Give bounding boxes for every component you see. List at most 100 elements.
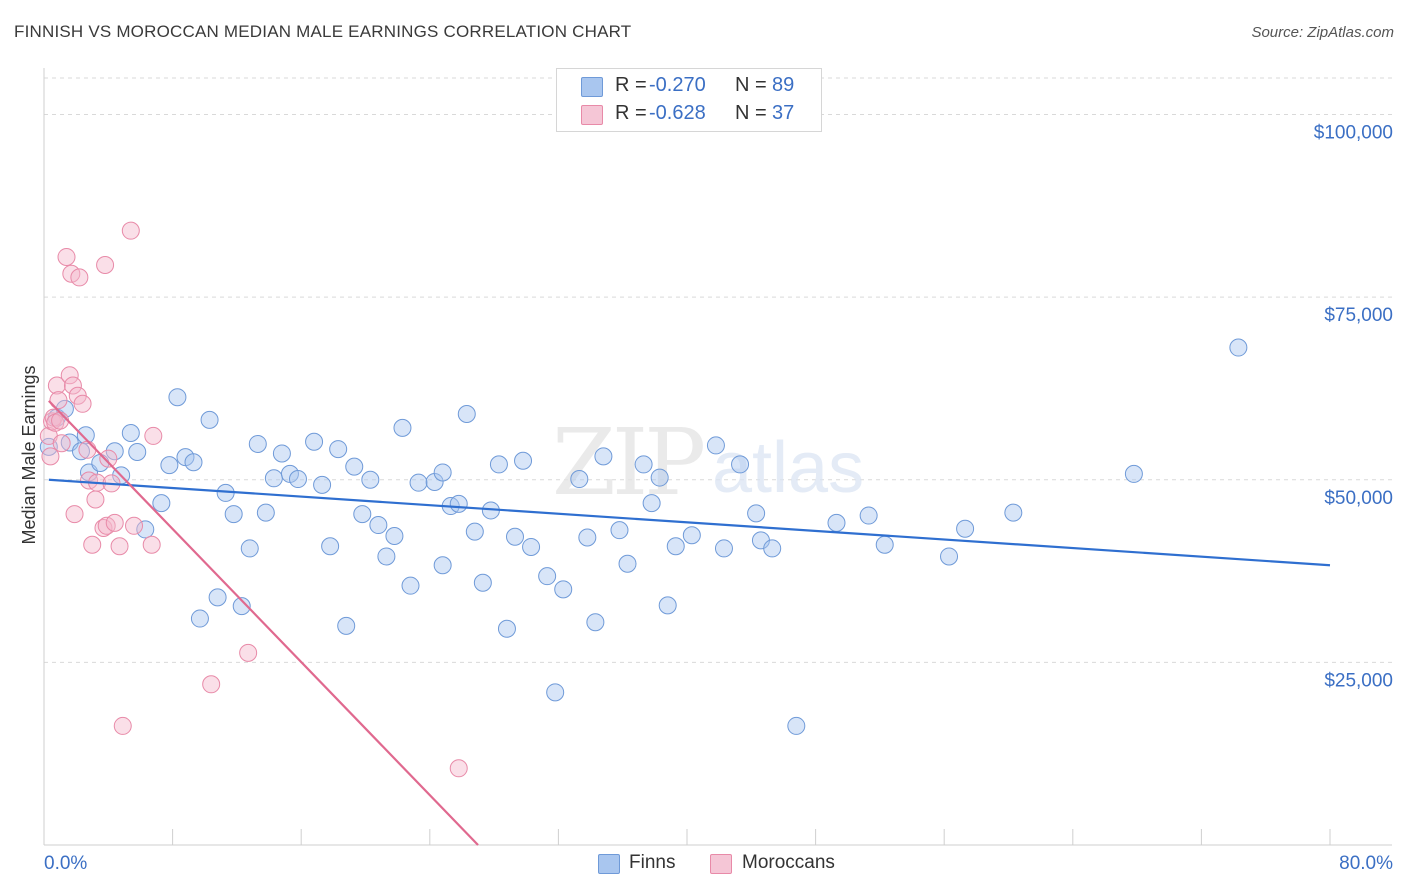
moroccans-swatch [581,105,603,125]
finns-point [1124,464,1143,483]
finns-point [433,556,452,575]
finns-point [449,494,468,513]
stats-row-finns: R = -0.270 N = 89 [557,71,821,101]
finns-point [940,547,959,566]
moroccans-point [121,221,140,240]
finns-point [377,547,396,566]
finns-point [642,494,661,513]
finns-point [385,527,404,546]
moroccans-point [63,376,82,395]
moroccans-point [65,505,84,524]
moroccans-point [110,537,129,556]
finns-point [610,521,629,540]
finns-point [514,451,533,470]
finns-point [361,470,380,489]
moroccans-point [144,426,163,445]
y-axis-label: Median Male Earnings [19,365,39,544]
finns-point [433,463,452,482]
finns-n-label: N = [735,74,767,96]
moroccans-point [86,490,105,509]
watermark-atlas: atlas [712,428,864,508]
chart-title: FINNISH VS MOROCCAN MEDIAN MALE EARNINGS… [14,22,632,41]
finns-point [457,405,476,424]
finns-point [658,596,677,615]
moroccans-point [99,449,118,468]
watermark: ZIP atlas [552,409,864,516]
finns-point [256,503,275,522]
finns-point [160,456,179,475]
finns-point [329,440,348,459]
finns-point [345,457,364,476]
moroccans-point [113,716,132,735]
finns-point [489,455,508,474]
stats-row-moroccans: R = -0.628 N = 37 [557,99,821,129]
finns-point [128,443,147,462]
moroccans-point [239,643,258,662]
finns-point [248,434,267,453]
finns-point [859,506,878,525]
finns-point [240,539,259,558]
moroccans-point [57,247,76,266]
finns-point [682,526,701,545]
finns-point [313,475,332,494]
moroccans-point [51,411,70,430]
moroccans-point [47,376,66,395]
y-tick-label: $75,000 [1324,305,1393,326]
moroccans-trend-line [48,400,479,846]
y-tick-labels: $25,000 $50,000 $75,000 $100,000 [1314,123,1393,692]
moroccans-point [60,366,79,385]
moroccans-point [49,391,68,410]
finns-point [578,528,597,547]
finns-point [538,567,557,586]
legend-finns-label: Finns [629,852,676,873]
finns-point [666,537,685,556]
axes [43,68,1392,846]
x-tick-labels: 0.0% 80.0% [44,853,1393,874]
moroccans-point [96,256,115,275]
finns-point [554,580,573,599]
moroccans-point [78,440,97,459]
finns-point [152,494,171,513]
finns-points [39,338,1248,735]
moroccans-point [202,675,221,694]
finns-point [105,442,124,461]
finns-point [1004,503,1023,522]
finns-point [353,505,372,524]
moroccans-point [70,268,89,287]
stats-legend: R = -0.270 N = 89 R = -0.628 N = 37 [556,68,822,132]
watermark-zip: ZIP [552,409,703,516]
finns-point [305,432,324,451]
finns-point [337,616,356,635]
finns-point [264,469,283,488]
finns-point [190,609,209,628]
finns-point [763,539,782,558]
finns-r-label: R = [615,74,647,96]
finns-point [136,520,155,539]
finns-point [76,426,95,445]
finns-point [224,505,243,524]
finns-point [168,388,187,407]
finns-point [634,455,653,474]
finns-point [1229,338,1248,357]
finns-point [288,470,307,489]
legend-moroccans-label: Moroccans [742,852,835,873]
moroccans-r-label: R = [615,102,647,124]
finns-point [546,683,565,702]
moroccans-point [94,518,113,537]
moroccans-r-value: -0.628 [649,102,706,124]
moroccans-point [46,413,65,432]
moroccans-point [125,516,144,535]
source-credit: Source: ZipAtlas.com [1251,24,1394,41]
finns-point [618,554,637,573]
legend-finns-swatch [598,854,620,874]
finns-point [731,455,750,474]
y-tick-label: $50,000 [1324,488,1393,509]
finns-point [875,535,894,554]
finns-point [522,537,541,556]
finns-trend-line [48,478,1331,567]
finns-n-value: 89 [772,74,795,96]
finns-point [465,522,484,541]
finns-point [473,573,492,592]
finns-point [787,716,806,735]
